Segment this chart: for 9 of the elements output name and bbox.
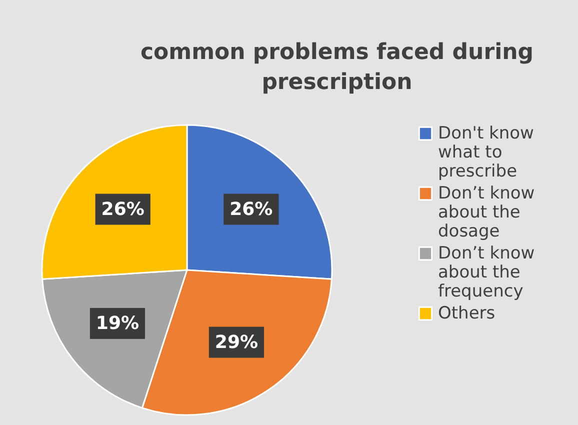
chart-title: common problems faced during prescription [140, 40, 534, 95]
legend-label: Don’t know about the frequency [438, 244, 535, 302]
legend-label: Others [438, 304, 496, 324]
data-label: 29% [214, 332, 258, 353]
data-label: 26% [230, 198, 273, 220]
data-label: 26% [101, 198, 144, 220]
legend-label: Don’t know about the dosage [438, 184, 535, 242]
legend-label: Don't know what to prescribe [438, 124, 534, 182]
data-label: 19% [96, 312, 140, 334]
